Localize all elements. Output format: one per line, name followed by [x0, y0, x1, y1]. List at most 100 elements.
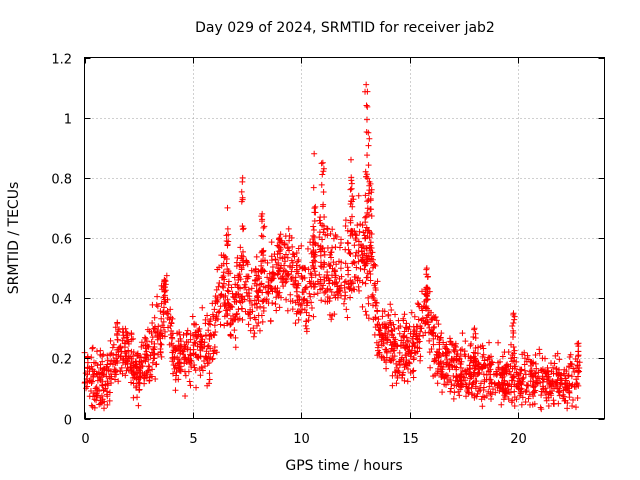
data-point [510, 310, 517, 317]
data-point [418, 288, 425, 295]
data-point [284, 307, 291, 314]
data-point [253, 322, 260, 329]
data-point [245, 321, 252, 328]
data-point [146, 377, 153, 384]
data-point [227, 315, 234, 322]
data-point [447, 388, 454, 395]
data-point [379, 313, 386, 320]
data-point [155, 323, 162, 330]
data-point [475, 388, 482, 395]
data-point [393, 360, 400, 367]
data-point [491, 380, 498, 387]
data-point [344, 314, 351, 321]
data-point [159, 332, 166, 339]
data-point [510, 327, 517, 334]
data-point [96, 401, 103, 408]
data-point [94, 371, 101, 378]
data-point [405, 366, 412, 373]
data-point [87, 388, 94, 395]
data-point [114, 319, 121, 326]
data-point [423, 265, 430, 272]
data-point [298, 242, 305, 249]
data-point [445, 362, 452, 369]
data-point [558, 377, 565, 384]
data-point [206, 376, 213, 383]
data-point [193, 384, 200, 391]
data-point [124, 358, 131, 365]
data-point [258, 232, 265, 239]
data-point [436, 346, 443, 353]
data-point [374, 344, 381, 351]
data-point [494, 370, 501, 377]
data-point [400, 333, 407, 340]
data-point [177, 343, 184, 350]
data-point [231, 274, 238, 281]
data-point [424, 290, 431, 297]
data-point [361, 266, 368, 273]
data-point [265, 288, 272, 295]
data-point [349, 193, 356, 200]
data-point [282, 279, 289, 286]
data-point [157, 308, 164, 315]
data-point [255, 319, 262, 326]
data-point [202, 332, 209, 339]
data-point [164, 315, 171, 322]
data-point [145, 367, 152, 374]
data-point [451, 382, 458, 389]
data-point [533, 377, 540, 384]
data-point [258, 249, 265, 256]
data-point [332, 232, 339, 239]
data-point [247, 297, 254, 304]
data-point [249, 302, 256, 309]
data-point [564, 405, 571, 412]
data-point [93, 348, 100, 355]
data-point [537, 404, 544, 411]
data-point [415, 316, 422, 323]
data-point [311, 257, 318, 264]
data-point [120, 355, 127, 362]
data-point [197, 372, 204, 379]
data-point [280, 283, 287, 290]
data-point [311, 205, 318, 212]
data-point [542, 355, 549, 362]
data-point [331, 292, 338, 299]
data-point [368, 212, 375, 219]
data-point [116, 326, 123, 333]
data-point [318, 181, 325, 188]
data-point [464, 366, 471, 373]
data-point [570, 396, 577, 403]
data-point [268, 257, 275, 264]
data-point [102, 381, 109, 388]
data-point [453, 374, 460, 381]
data-point [319, 171, 326, 178]
data-point [243, 289, 250, 296]
data-point [330, 235, 337, 242]
data-point [362, 235, 369, 242]
data-point [328, 254, 335, 261]
data-point [554, 384, 561, 391]
data-point [472, 334, 479, 341]
data-point [118, 364, 125, 371]
data-point [364, 175, 371, 182]
data-point [117, 343, 124, 350]
y-tick-labels: 0 0.2 0.4 0.6 0.8 1 1.2 [51, 53, 72, 429]
data-point [521, 349, 528, 356]
data-point [516, 366, 523, 373]
data-point [414, 300, 421, 307]
data-point [154, 303, 161, 310]
data-point [170, 361, 177, 368]
data-point [423, 303, 430, 310]
data-point [158, 341, 165, 348]
data-point [209, 300, 216, 307]
data-point [205, 327, 212, 334]
data-point [480, 371, 487, 378]
data-point [354, 222, 361, 229]
data-point [148, 330, 155, 337]
data-point [495, 339, 502, 346]
data-point [456, 392, 463, 399]
data-point [278, 274, 285, 281]
data-point [111, 376, 118, 383]
data-point [400, 332, 407, 339]
data-point [406, 359, 413, 366]
data-point [107, 337, 114, 344]
